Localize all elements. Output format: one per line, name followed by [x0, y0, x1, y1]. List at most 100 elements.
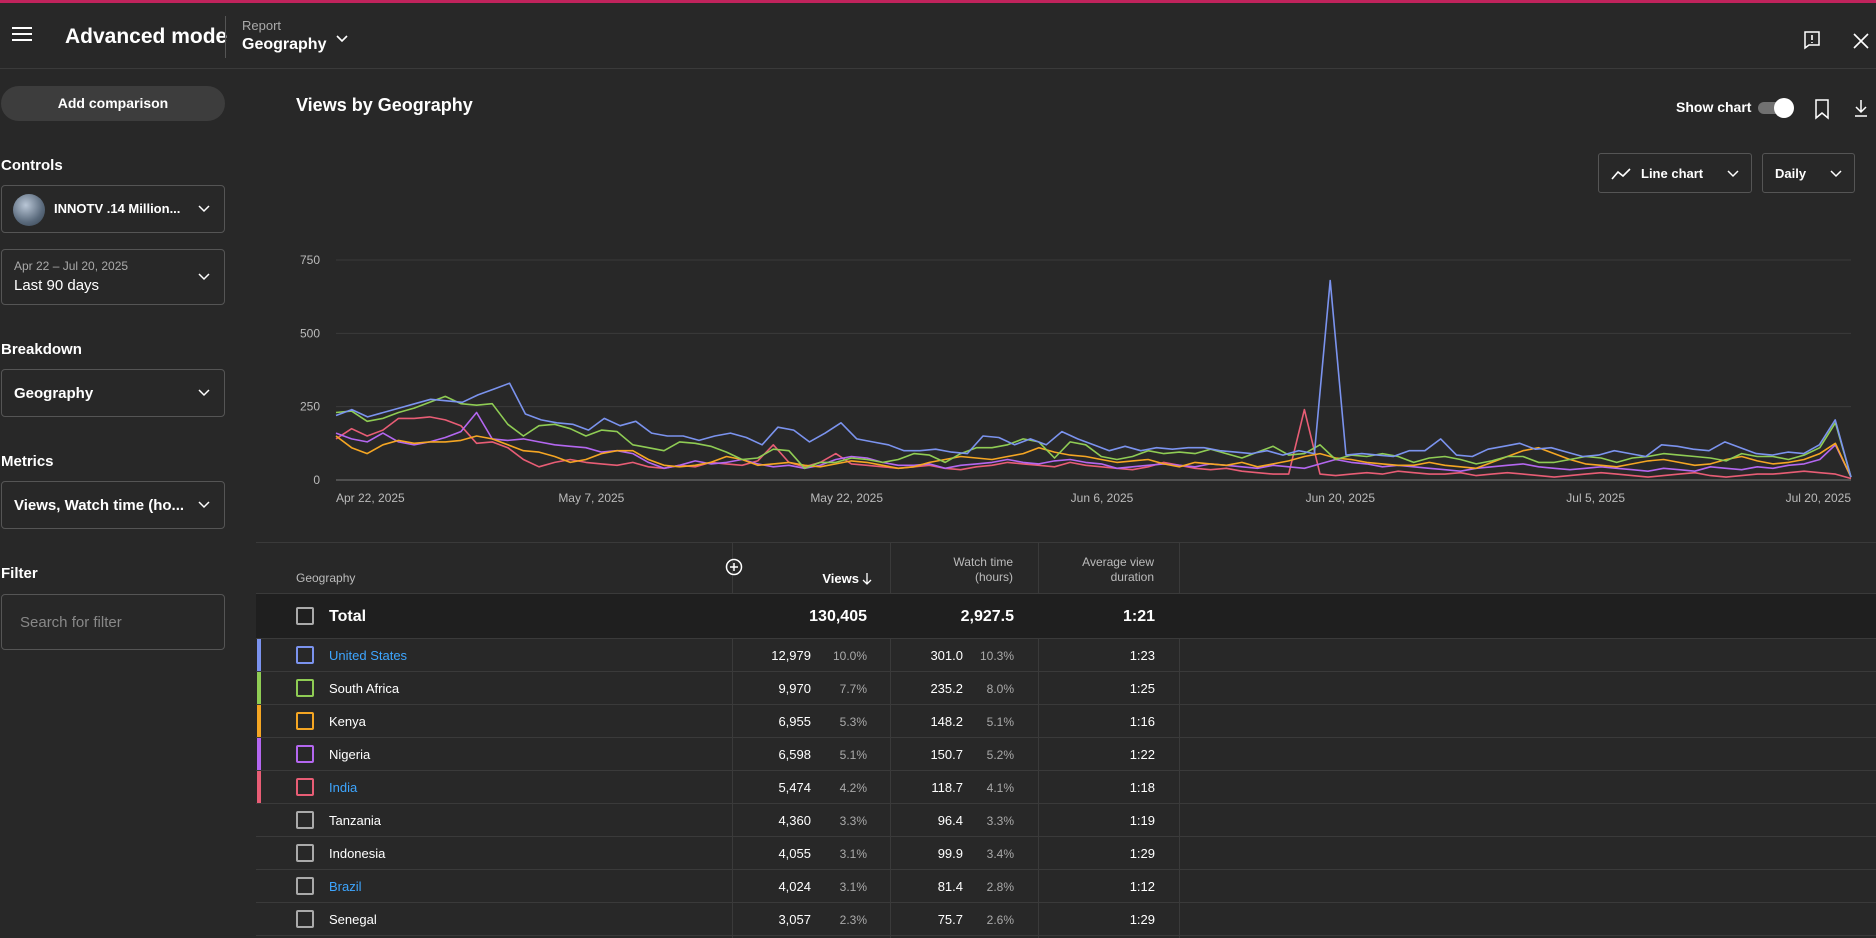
watch-time-percent: 5.1%: [986, 715, 1014, 729]
watch-time-value: 118.7: [931, 780, 963, 795]
chevron-down-icon: [198, 205, 210, 213]
chevron-down-icon: [1830, 170, 1842, 178]
series-color-bar: [257, 705, 261, 737]
watch-time-header-line2: (hours): [974, 570, 1013, 584]
show-chart-toggle[interactable]: [1756, 98, 1794, 118]
interval-selector[interactable]: Daily: [1762, 153, 1855, 193]
report-selector[interactable]: Geography: [242, 36, 327, 53]
geography-column-header: Geography: [296, 571, 356, 585]
filter-heading: Filter: [1, 565, 38, 582]
feedback-icon[interactable]: [1802, 30, 1822, 50]
menu-icon[interactable]: [12, 27, 32, 43]
metrics-selector[interactable]: Views, Watch time (ho...: [1, 481, 225, 529]
avg-duration-value: 1:19: [1129, 813, 1155, 828]
watch-time-value: 150.7: [930, 747, 963, 762]
watch-time-value: 99.9: [937, 846, 963, 861]
series-color-bar: [257, 738, 261, 770]
date-period-text: Last 90 days: [14, 277, 100, 294]
watch-time-column-header[interactable]: Watch time (hours): [916, 555, 1013, 585]
row-checkbox[interactable]: [296, 844, 314, 862]
metrics-heading: Metrics: [1, 453, 54, 470]
breakdown-selector[interactable]: Geography: [1, 369, 225, 417]
main-panel: Views by Geography Show chart Line chart…: [256, 70, 1876, 938]
watch-time-percent: 4.1%: [986, 781, 1014, 795]
chevron-down-icon[interactable]: [334, 31, 350, 47]
views-line-chart: 750 500 250 0 Apr 22, 2025 May 7, 2025 May 22,…: [300, 253, 1852, 505]
views-percent: 7.7%: [839, 682, 867, 696]
avg-duration-value: 1:29: [1129, 912, 1155, 927]
watch-time-percent: 3.4%: [986, 847, 1014, 861]
row-checkbox[interactable]: [296, 745, 314, 763]
show-chart-label: Show chart: [1676, 99, 1752, 115]
watch-time-percent: 2.8%: [986, 880, 1014, 894]
avg-duration-column-header[interactable]: Average view duration: [1056, 555, 1154, 585]
chart-title: Views by Geography: [296, 95, 473, 115]
total-avg-duration: 1:21: [1122, 608, 1155, 625]
x-tick-label: Jul 5, 2025: [1566, 491, 1625, 505]
x-tick-label: Jun 20, 2025: [1306, 491, 1376, 505]
breakdown-heading: Breakdown: [1, 341, 82, 358]
column-divider: [1038, 542, 1039, 938]
avg-duration-value: 1:25: [1129, 681, 1155, 696]
total-views: 130,405: [809, 608, 867, 625]
table-row: India 5,474 4.2% 118.7 4.1% 1:18: [256, 771, 1876, 804]
add-comparison-button[interactable]: Add comparison: [1, 86, 225, 121]
controls-heading: Controls: [1, 157, 63, 174]
geography-name[interactable]: United States: [329, 648, 408, 663]
page-title: Advanced mode: [65, 25, 228, 48]
add-column-icon[interactable]: [725, 558, 743, 576]
chart-type-selector[interactable]: Line chart: [1598, 153, 1752, 193]
chevron-down-icon: [198, 389, 210, 397]
table-row: United States 12,979 10.0% 301.0 10.3% 1:23: [256, 639, 1876, 672]
watch-time-percent: 10.3%: [979, 649, 1014, 663]
date-range-selector[interactable]: Apr 22 – Jul 20, 2025 Last 90 days: [1, 249, 225, 305]
views-value: 6,955: [778, 714, 811, 729]
watch-time-value: 148.2: [930, 714, 963, 729]
views-percent: 3.3%: [839, 814, 867, 828]
series-color-bar: [257, 672, 261, 704]
total-checkbox[interactable]: [296, 607, 314, 625]
download-icon[interactable]: [1852, 98, 1870, 118]
row-checkbox[interactable]: [296, 778, 314, 796]
geography-name: Tanzania: [329, 813, 382, 828]
watch-time-value: 96.4: [937, 813, 963, 828]
views-percent: 10.0%: [832, 649, 867, 663]
channel-selector[interactable]: INNOTV .14 Million...: [1, 185, 225, 233]
row-checkbox[interactable]: [296, 811, 314, 829]
table-row: Tanzania 4,360 3.3% 96.4 3.3% 1:19: [256, 804, 1876, 837]
table-row: South Africa 9,970 7.7% 235.2 8.0% 1:25: [256, 672, 1876, 705]
views-value: 5,474: [778, 780, 811, 795]
row-checkbox[interactable]: [296, 910, 314, 928]
table-header: Geography Views Watch time (hours) Avera…: [256, 542, 1876, 593]
column-divider: [1179, 542, 1180, 938]
avg-duration-value: 1:22: [1129, 747, 1155, 762]
total-watch-time: 2,927.5: [960, 608, 1014, 625]
series-line-india: [335, 408, 1852, 480]
geography-name[interactable]: Brazil: [329, 879, 362, 894]
series-line-kenya: [335, 435, 1852, 478]
report-label: Report: [242, 18, 282, 33]
row-checkbox[interactable]: [296, 646, 314, 664]
avg-duration-header-line2: duration: [1110, 570, 1154, 584]
table-row: Kenya 6,955 5.3% 148.2 5.1% 1:16: [256, 705, 1876, 738]
filter-search-input[interactable]: [1, 594, 225, 650]
date-range-text: Apr 22 – Jul 20, 2025: [14, 259, 129, 273]
row-checkbox[interactable]: [296, 679, 314, 697]
series-color-bar: [257, 771, 261, 803]
bookmark-icon[interactable]: [1813, 98, 1831, 120]
table-row: Nigeria 6,598 5.1% 150.7 5.2% 1:22: [256, 738, 1876, 771]
views-value: 12,979: [771, 648, 811, 663]
row-checkbox[interactable]: [296, 712, 314, 730]
table-row: Senegal 3,057 2.3% 75.7 2.6% 1:29: [256, 903, 1876, 936]
row-checkbox[interactable]: [296, 877, 314, 895]
chevron-down-icon: [1727, 170, 1739, 178]
watch-time-percent: 2.6%: [986, 913, 1014, 927]
views-column-header[interactable]: Views: [756, 571, 888, 586]
views-value: 4,360: [778, 813, 811, 828]
close-icon[interactable]: [1852, 32, 1870, 50]
channel-name: INNOTV .14 Million...: [54, 201, 181, 216]
geography-name[interactable]: India: [329, 780, 358, 795]
watch-time-value: 81.4: [937, 879, 963, 894]
views-value: 3,057: [778, 912, 811, 927]
x-tick-label: Apr 22, 2025: [336, 491, 405, 505]
